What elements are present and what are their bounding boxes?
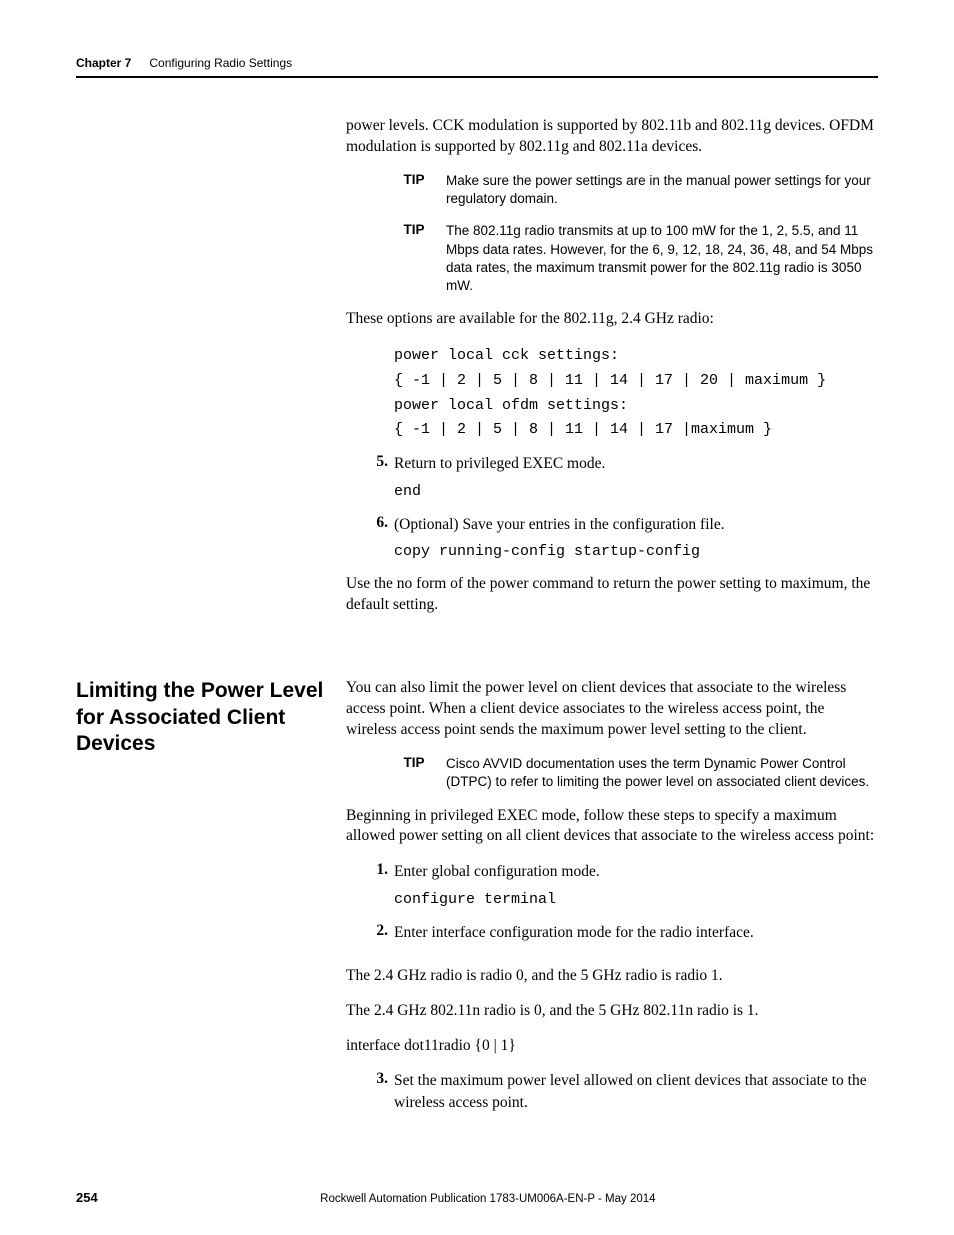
section-b-row: Limiting the Power Level for Associated … — [76, 678, 878, 1120]
tip-label-3: TIP — [382, 755, 446, 770]
code-line-2: power local ofdm settings: — [394, 397, 628, 414]
publication-info: Rockwell Automation Publication 1783-UM0… — [98, 1193, 878, 1205]
steps-list-a: 5. Return to privileged EXEC mode. — [346, 453, 878, 475]
tip-block-2: TIP The 802.11g radio transmits at up to… — [382, 222, 878, 295]
step-6: 6. (Optional) Save your entries in the c… — [346, 514, 878, 536]
steps-list-b2: 2. Enter interface configuration mode fo… — [346, 922, 878, 944]
step-1: 1. Enter global configuration mode. — [346, 861, 878, 883]
chapter-label: Chapter 7 — [76, 56, 131, 70]
step-3-num: 3. — [346, 1070, 394, 1113]
step-2: 2. Enter interface configuration mode fo… — [346, 922, 878, 944]
running-header: Chapter 7 Configuring Radio Settings — [76, 56, 878, 70]
section-b-p3: The 2.4 GHz radio is radio 0, and the 5 … — [346, 966, 878, 987]
step-6-num: 6. — [346, 514, 394, 536]
step-1-code: configure terminal — [394, 891, 878, 908]
section-b-p5: interface dot11radio {0 | 1} — [346, 1036, 878, 1057]
step-1-text: Enter global configuration mode. — [394, 861, 878, 883]
tip-text-2: The 802.11g radio transmits at up to 100… — [446, 222, 878, 295]
code-line-3: { -1 | 2 | 5 | 8 | 11 | 14 | 17 |maximum… — [394, 421, 772, 438]
step-3: 3. Set the maximum power level allowed o… — [346, 1070, 878, 1113]
steps-list-b3: 3. Set the maximum power level allowed o… — [346, 1070, 878, 1113]
steps-list-b1: 1. Enter global configuration mode. — [346, 861, 878, 883]
section-b-p2: Beginning in privileged EXEC mode, follo… — [346, 806, 878, 848]
step-3-text: Set the maximum power level allowed on c… — [394, 1070, 878, 1113]
power-options-code: power local cck settings: { -1 | 2 | 5 |… — [394, 344, 878, 443]
tip-block-1: TIP Make sure the power settings are in … — [382, 172, 878, 208]
page-number: 254 — [76, 1190, 98, 1205]
section-b-right: You can also limit the power level on cl… — [346, 678, 878, 1120]
step-6-code: copy running-config startup-config — [394, 543, 878, 560]
section-a-intro: power levels. CCK modulation is supporte… — [346, 116, 878, 158]
gap-b1 — [346, 950, 878, 966]
steps-list-a2: 6. (Optional) Save your entries in the c… — [346, 514, 878, 536]
tip-label-1: TIP — [382, 172, 446, 187]
chapter-title: Configuring Radio Settings — [149, 56, 292, 70]
step-5-text: Return to privileged EXEC mode. — [394, 453, 878, 475]
step-2-text: Enter interface configuration mode for t… — [394, 922, 878, 944]
code-line-1: { -1 | 2 | 5 | 8 | 11 | 14 | 17 | 20 | m… — [394, 372, 826, 389]
section-b-left: Limiting the Power Level for Associated … — [76, 678, 346, 757]
page: Chapter 7 Configuring Radio Settings pow… — [0, 0, 954, 1235]
section-a-right: power levels. CCK modulation is supporte… — [346, 116, 878, 630]
page-footer: 254 Rockwell Automation Publication 1783… — [76, 1190, 878, 1205]
tip-block-3: TIP Cisco AVVID documentation uses the t… — [382, 755, 878, 791]
options-intro: These options are available for the 802.… — [346, 309, 878, 330]
step-6-text: (Optional) Save your entries in the conf… — [394, 514, 878, 536]
code-line-0: power local cck settings: — [394, 347, 619, 364]
section-b-p1: You can also limit the power level on cl… — [346, 678, 878, 741]
tip-text-1: Make sure the power settings are in the … — [446, 172, 878, 208]
step-5-code: end — [394, 483, 878, 500]
step-5-num: 5. — [346, 453, 394, 475]
section-a-row: power levels. CCK modulation is supporte… — [76, 116, 878, 630]
section-a-closing: Use the no form of the power command to … — [346, 574, 878, 616]
section-b-heading: Limiting the Power Level for Associated … — [76, 678, 338, 757]
step-5: 5. Return to privileged EXEC mode. — [346, 453, 878, 475]
section-gap — [76, 630, 878, 678]
tip-label-2: TIP — [382, 222, 446, 237]
tip-text-3: Cisco AVVID documentation uses the term … — [446, 755, 878, 791]
section-b-p4: The 2.4 GHz 802.11n radio is 0, and the … — [346, 1001, 878, 1022]
header-rule — [76, 76, 878, 78]
step-1-num: 1. — [346, 861, 394, 883]
step-2-num: 2. — [346, 922, 394, 944]
